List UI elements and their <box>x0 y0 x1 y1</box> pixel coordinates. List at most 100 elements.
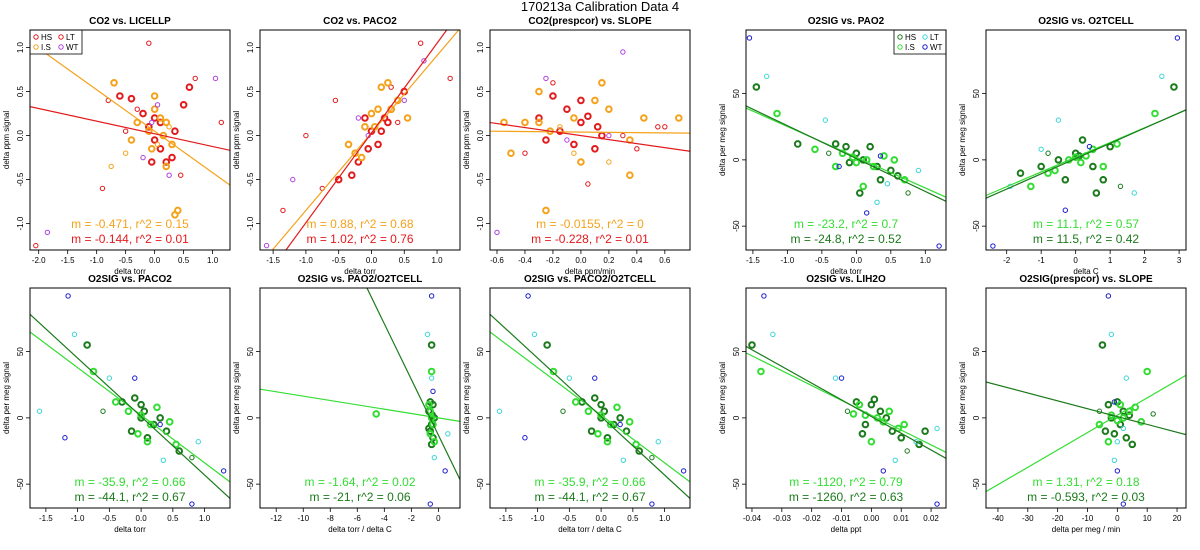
data-point <box>845 158 854 167</box>
data-point <box>425 400 433 409</box>
fit-annotation: m = -0.0155, r^2 = 0 <box>536 217 644 231</box>
plot-frame <box>259 287 461 509</box>
data-point <box>149 119 155 126</box>
data-point <box>880 468 887 474</box>
data-point <box>605 105 613 113</box>
y-tick-label: -1.0 <box>476 216 485 230</box>
data-point <box>1131 190 1137 196</box>
data-point <box>374 140 382 149</box>
data-point <box>137 411 145 420</box>
x-tick-label: 1.0 <box>431 256 443 265</box>
chart-title: CO2(prespcor) vs. SLOPE <box>528 16 652 27</box>
data-point <box>150 136 159 144</box>
data-point <box>156 414 164 422</box>
x-tick-label: -0.02 <box>803 514 822 523</box>
data-point <box>424 331 431 338</box>
y-tick-label: 50 <box>476 347 485 356</box>
x-tick-label: 0.0 <box>136 514 148 523</box>
data-point <box>185 83 194 91</box>
data-point <box>867 400 876 409</box>
data-point <box>1055 117 1062 123</box>
data-point <box>1062 207 1069 213</box>
data-point <box>831 162 840 171</box>
x-tick-label: -12 <box>270 514 282 523</box>
data-point <box>862 156 871 164</box>
legend-marker <box>897 44 903 50</box>
y-tick-label: 0.0 <box>246 129 255 141</box>
plot-frame <box>29 29 231 251</box>
page-title: 170213a Calibration Data 4 <box>520 0 680 14</box>
data-point <box>934 501 940 507</box>
data-point <box>655 439 661 445</box>
data-point <box>429 400 437 409</box>
data-point <box>132 375 138 381</box>
data-point <box>570 114 578 122</box>
data-point <box>116 92 124 100</box>
x-tick-label: -0.5 <box>815 256 829 265</box>
data-point <box>675 114 683 122</box>
x-tick-label: -0.03 <box>773 514 792 523</box>
x-tick-label: -1.0 <box>299 256 313 265</box>
fit-annotation: m = 1.31, r^2 = 0.18 <box>1032 475 1139 489</box>
data-point <box>1123 375 1129 381</box>
data-point <box>62 435 68 441</box>
data-point <box>1045 150 1051 156</box>
data-point <box>1113 140 1121 148</box>
y-tick-label: -50 <box>732 220 741 232</box>
y-tick-label: -50 <box>732 478 741 490</box>
fit-annotation: m = -1.64, r^2 = 0.02 <box>304 475 415 489</box>
plot-frame <box>29 287 231 509</box>
data-point <box>374 105 382 113</box>
data-point <box>220 468 227 474</box>
x-tick-label: -1.5 <box>61 256 75 265</box>
data-point <box>263 242 270 249</box>
x-tick-label: -0.6 <box>490 256 504 265</box>
fit-line <box>366 288 460 480</box>
data-point <box>154 102 161 108</box>
x-tick-label: 0.5 <box>885 256 897 265</box>
data-point <box>748 341 756 349</box>
data-point <box>147 145 156 153</box>
data-point <box>178 172 184 178</box>
data-point <box>124 407 133 416</box>
data-point <box>598 131 606 140</box>
x-tick-label: 1 <box>1108 256 1113 265</box>
data-point <box>1054 156 1063 164</box>
data-point <box>1170 83 1178 91</box>
data-point <box>428 375 435 381</box>
data-point <box>1061 175 1070 184</box>
fit-line <box>986 374 1186 493</box>
data-point <box>884 181 891 187</box>
data-point <box>156 145 165 153</box>
chart-title: O2SIG vs. LIH2O <box>806 274 886 285</box>
data-point <box>1116 400 1125 409</box>
data-point <box>168 153 176 162</box>
data-point <box>421 58 427 64</box>
data-point <box>757 367 765 376</box>
x-tick-label: -0.5 <box>562 514 576 523</box>
chart-title: O2SIG(prespcor) vs. SLOPE <box>1019 274 1153 285</box>
data-point <box>377 127 386 135</box>
x-tick-label: -30 <box>1022 514 1034 523</box>
x-tick-label: 0.0 <box>366 256 378 265</box>
data-point <box>549 367 558 376</box>
x-tick-label: 0.5 <box>167 514 179 523</box>
data-point <box>620 132 626 139</box>
y-axis-label: delta per meg signal <box>718 104 727 176</box>
data-point <box>427 501 433 507</box>
data-point <box>150 92 159 100</box>
data-point <box>507 149 515 157</box>
y-tick-label: -50 <box>972 478 981 490</box>
fit-annotation: m = -24.8, r^2 = 0.52 <box>790 232 901 246</box>
fit-line <box>260 388 460 422</box>
data-point <box>874 199 880 205</box>
x-tick-label: 1.0 <box>920 256 932 265</box>
data-point <box>620 49 626 55</box>
data-point <box>145 123 153 131</box>
data-point <box>430 388 436 395</box>
data-point <box>915 167 922 174</box>
data-point <box>897 433 906 442</box>
x-tick-label: 0 <box>436 514 441 523</box>
data-point <box>367 109 376 118</box>
plot-frame <box>745 29 947 251</box>
